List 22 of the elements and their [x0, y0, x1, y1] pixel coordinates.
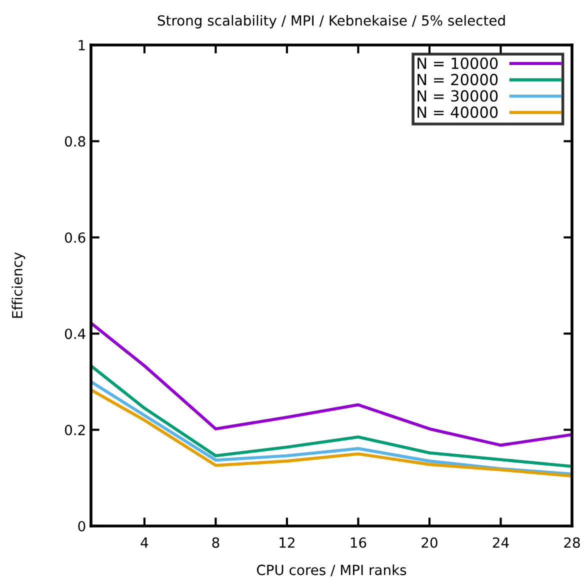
line-series [91, 364, 572, 468]
legend-label: N = 40000 [418, 106, 498, 118]
x-tick-label: 20 [422, 537, 438, 548]
y-tick-label: 1 [78, 40, 85, 50]
legend-label: N = 10000 [418, 57, 498, 70]
y-axis-title: Efficiency [12, 252, 26, 318]
y-tick-label: 0.8 [64, 136, 86, 147]
legend-label: N = 20000 [418, 74, 498, 86]
y-tick-label: 0.6 [64, 232, 86, 243]
legend-label: N = 30000 [418, 90, 498, 102]
x-tick-label: 8 [212, 537, 220, 548]
x-tick-label: 28 [564, 537, 580, 548]
y-tick-label: 0.4 [64, 328, 86, 340]
y-tick-label: 0 [78, 520, 86, 532]
y-tick-label: 0.2 [64, 424, 85, 436]
x-tick-label: 12 [280, 537, 294, 548]
x-tick-label: 4 [140, 538, 148, 548]
x-axis-title: CPU cores / MPI ranks [256, 564, 406, 576]
chart-title: Strong scalability / MPI / Kebnekaise / 5% selected [158, 15, 505, 28]
line-series [91, 321, 572, 447]
x-tick-label: 16 [350, 537, 366, 548]
x-tick-label: 24 [492, 537, 509, 548]
